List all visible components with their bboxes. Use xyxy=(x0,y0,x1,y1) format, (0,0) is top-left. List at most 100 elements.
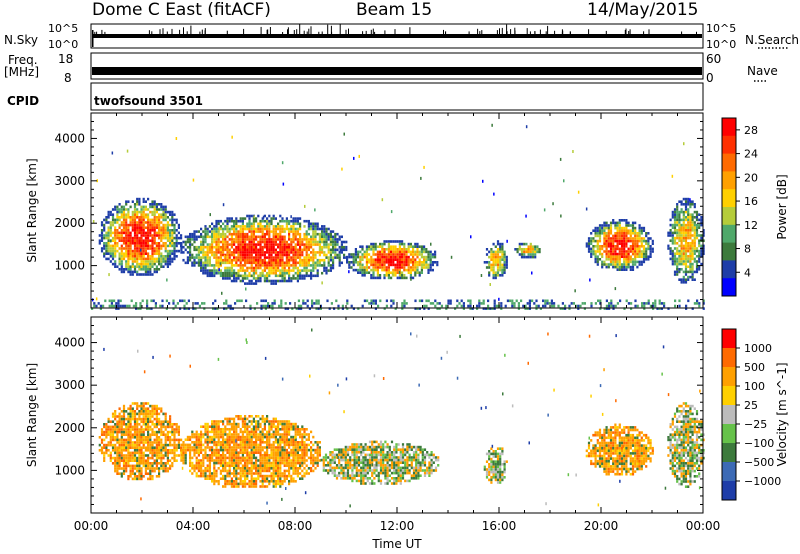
echo-cell xyxy=(193,258,196,262)
echo-cell xyxy=(171,234,174,237)
echo-cell xyxy=(160,234,163,237)
echo-cell xyxy=(673,252,677,255)
echo-cell xyxy=(175,428,178,431)
echo-cell xyxy=(420,266,423,269)
echo-cell xyxy=(383,266,386,269)
echo-cell xyxy=(160,420,163,423)
echo-cell xyxy=(193,454,196,457)
echo-cell xyxy=(492,250,495,254)
echo-cell xyxy=(118,415,121,418)
echo-cell xyxy=(409,261,412,264)
echo-cell xyxy=(431,263,434,267)
echo-cell xyxy=(241,474,244,478)
echo-cell xyxy=(129,218,132,222)
echo-cell xyxy=(529,250,532,254)
echo-cell xyxy=(140,216,143,219)
echo-cell xyxy=(193,230,196,233)
echo-cell xyxy=(189,446,192,449)
echo-cell xyxy=(401,250,404,254)
echo-cell xyxy=(603,221,606,225)
echo-cell xyxy=(625,224,628,227)
echo-cell xyxy=(213,459,216,462)
echo-cell xyxy=(195,459,198,462)
echo-cell xyxy=(687,221,690,224)
echo-cell xyxy=(299,238,302,241)
echo-cell xyxy=(390,255,393,259)
echo-cell xyxy=(684,203,688,206)
echo-cell xyxy=(118,216,121,219)
echo-cell xyxy=(528,307,531,310)
echo-cell xyxy=(268,251,271,254)
echo-cell xyxy=(372,245,375,248)
echo-cell xyxy=(149,239,152,242)
echo-cell xyxy=(224,219,227,223)
echo-cell xyxy=(173,252,176,255)
echo-cell xyxy=(277,227,280,231)
echo-cell xyxy=(312,225,315,228)
echo-cell xyxy=(501,242,504,246)
echo-cell xyxy=(164,441,167,444)
echo-cell xyxy=(259,251,262,254)
echo-cell xyxy=(171,216,174,219)
echo-cell xyxy=(136,270,139,274)
echo-cell xyxy=(354,261,357,264)
echo-cell xyxy=(122,420,126,423)
echo-cell xyxy=(680,252,683,255)
echo-cell xyxy=(607,250,610,253)
echo-cell xyxy=(357,307,360,310)
echo-cell xyxy=(230,441,233,444)
echo-cell xyxy=(605,255,608,258)
echo-cell xyxy=(636,260,639,264)
echo-cell xyxy=(429,261,432,264)
echo-cell xyxy=(127,265,130,268)
echo-cell xyxy=(208,435,211,439)
echo-cell xyxy=(127,415,130,418)
echo-cell xyxy=(217,256,220,259)
echo-cell xyxy=(239,264,242,267)
echo-cell xyxy=(158,430,161,434)
echo-cell xyxy=(118,459,121,462)
echo-cell xyxy=(160,203,163,206)
echo-cell xyxy=(219,446,222,449)
echo-cell xyxy=(136,262,139,266)
echo-cell xyxy=(131,428,134,431)
echo-cell xyxy=(334,253,337,257)
echo-cell xyxy=(224,258,227,262)
echo-cell xyxy=(338,253,341,257)
echo-cell xyxy=(607,239,610,243)
echo-cell xyxy=(412,268,415,272)
echo-cell xyxy=(542,304,545,308)
echo-cell xyxy=(280,304,283,308)
echo-cell xyxy=(392,268,395,272)
echo-cell xyxy=(283,243,286,246)
echo-cell xyxy=(118,449,121,452)
echo-cell xyxy=(387,240,390,243)
echo-cell xyxy=(237,459,240,462)
echo-cell xyxy=(623,226,626,230)
echo-cell xyxy=(230,251,233,254)
echo-cell xyxy=(416,245,419,248)
echo-cell xyxy=(120,247,123,250)
echo-cell xyxy=(155,226,158,229)
echo-cell xyxy=(169,425,172,429)
echo-cell xyxy=(587,239,591,243)
echo-cell xyxy=(202,469,205,473)
echo-cell xyxy=(189,461,192,465)
echo-cell xyxy=(136,226,139,229)
echo-cell xyxy=(175,454,178,457)
echo-cell xyxy=(638,255,641,258)
echo-speckle xyxy=(339,248,341,252)
echo-cell xyxy=(396,263,399,267)
echo-cell xyxy=(702,302,705,305)
echo-cell xyxy=(239,238,242,241)
echo-cell xyxy=(191,446,194,449)
echo-cell xyxy=(138,456,141,460)
echo-cell xyxy=(268,274,271,278)
echo-cell xyxy=(691,265,694,268)
echo-cell xyxy=(118,208,121,211)
echo-cell xyxy=(531,253,535,256)
echo-cell xyxy=(268,269,271,272)
echo-cell xyxy=(217,261,220,265)
echo-cell xyxy=(272,232,275,236)
echo-cell xyxy=(698,218,701,222)
